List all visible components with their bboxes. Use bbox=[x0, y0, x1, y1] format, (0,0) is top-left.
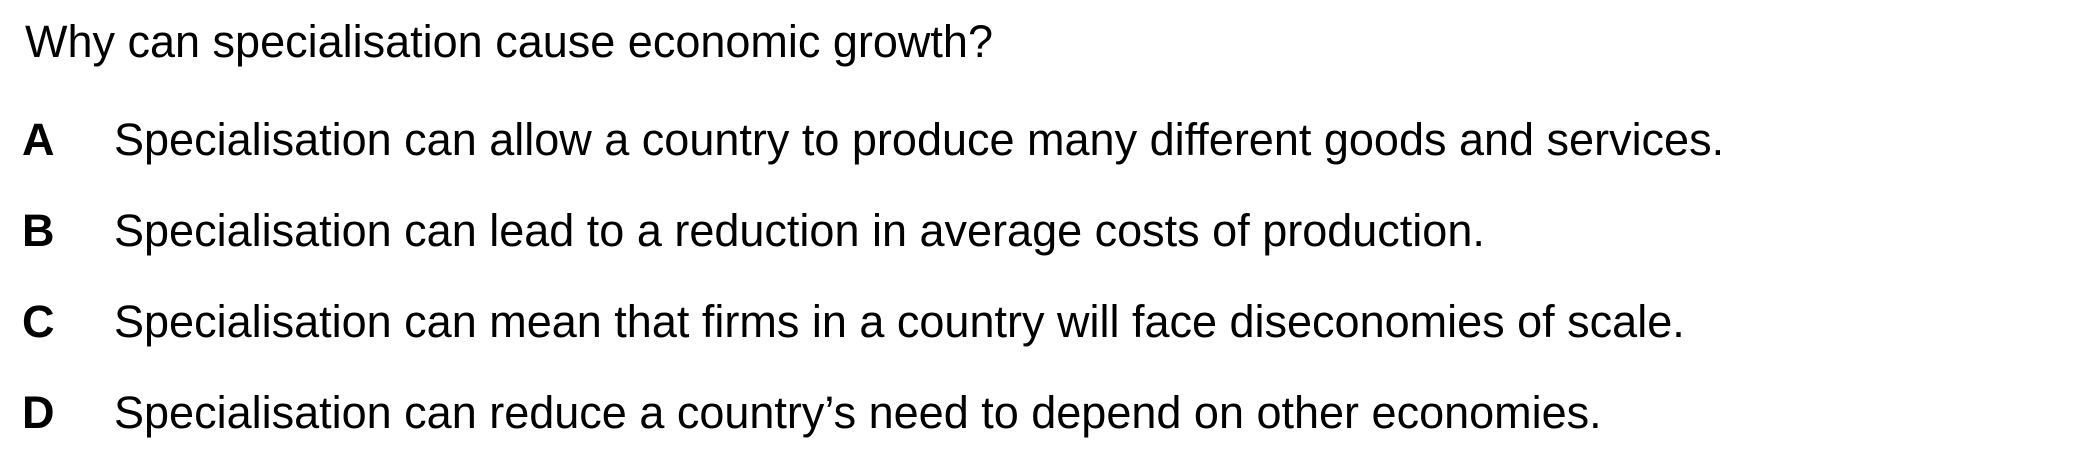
option-letter: A bbox=[22, 114, 55, 165]
option-text: Specialisation can reduce a country’s ne… bbox=[114, 387, 1602, 438]
option-text: Specialisation can lead to a reduction i… bbox=[114, 205, 1485, 256]
question-text: Why can specialisation cause economic gr… bbox=[25, 16, 993, 67]
option-d: D Specialisation can reduce a country’s … bbox=[22, 385, 2082, 476]
option-letter: D bbox=[22, 387, 55, 438]
answer-options: A Specialisation can allow a country to … bbox=[22, 112, 2082, 476]
option-c: C Specialisation can mean that firms in … bbox=[22, 294, 2082, 385]
option-letter: B bbox=[22, 205, 55, 256]
option-letter: C bbox=[22, 296, 55, 347]
option-text: Specialisation can mean that firms in a … bbox=[114, 296, 1685, 347]
option-a: A Specialisation can allow a country to … bbox=[22, 112, 2082, 203]
option-b: B Specialisation can lead to a reduction… bbox=[22, 203, 2082, 294]
option-text: Specialisation can allow a country to pr… bbox=[114, 114, 1725, 165]
